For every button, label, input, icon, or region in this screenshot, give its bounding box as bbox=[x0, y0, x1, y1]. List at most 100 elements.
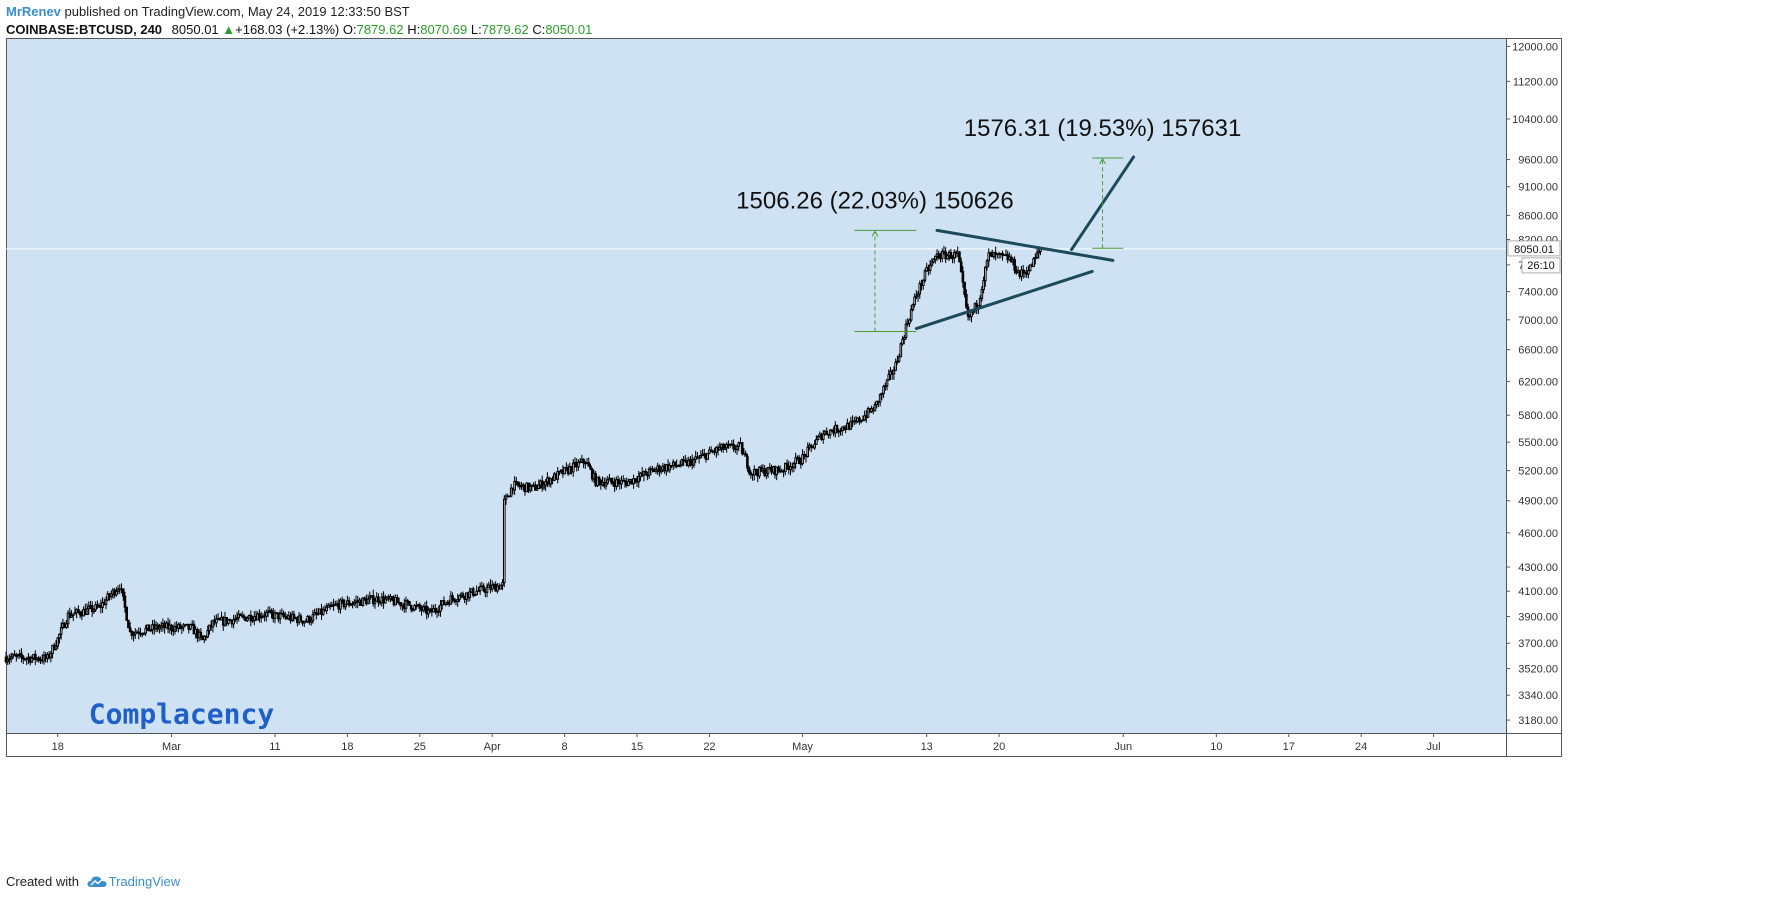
candle-body bbox=[985, 260, 989, 268]
candle-body bbox=[16, 654, 20, 657]
candle-body bbox=[611, 481, 615, 484]
candle-body bbox=[582, 458, 585, 464]
candle-body bbox=[206, 630, 210, 638]
y-tick-label: 5500.00 bbox=[1518, 437, 1558, 449]
candle-body bbox=[270, 609, 273, 614]
candle-body bbox=[744, 452, 747, 457]
candle-body bbox=[237, 613, 241, 619]
candle-body bbox=[299, 615, 303, 622]
candle-body bbox=[121, 588, 125, 597]
candle-body bbox=[509, 487, 513, 497]
time-axis bbox=[6, 733, 1506, 757]
candle-body bbox=[915, 295, 918, 298]
candle-body bbox=[775, 466, 778, 476]
candle-body bbox=[880, 392, 884, 396]
tradingview-link[interactable]: TradingView bbox=[108, 874, 181, 889]
x-tick-label: 20 bbox=[993, 741, 1005, 753]
candle-body bbox=[58, 633, 61, 639]
y-tick-label: 5200.00 bbox=[1518, 466, 1558, 478]
candle-body bbox=[897, 356, 901, 362]
candle-body bbox=[482, 585, 485, 592]
candle-body bbox=[178, 623, 182, 629]
candle-body bbox=[718, 446, 722, 451]
y-tick-label: 3180.00 bbox=[1518, 715, 1558, 727]
candle-body bbox=[30, 657, 34, 663]
candle-body bbox=[918, 283, 922, 295]
candle-body bbox=[259, 616, 263, 619]
candle-body bbox=[409, 604, 413, 610]
y-tick-label: 9100.00 bbox=[1518, 182, 1558, 194]
candle-body bbox=[940, 250, 944, 259]
candle-body bbox=[239, 613, 242, 616]
candle-body bbox=[563, 466, 566, 475]
candle-body bbox=[882, 386, 885, 394]
candle-body bbox=[921, 279, 925, 287]
candle-body bbox=[937, 253, 941, 259]
candle-body bbox=[723, 447, 727, 450]
candle-body bbox=[982, 280, 985, 291]
measure-label: 1576.31 (19.53%) 157631 bbox=[964, 115, 1242, 142]
candle-body bbox=[49, 653, 53, 659]
candle-body bbox=[875, 400, 878, 406]
candle-body bbox=[740, 442, 744, 455]
candle-body bbox=[687, 460, 691, 466]
high-value: 8070.69 bbox=[420, 22, 468, 37]
candle-body bbox=[866, 407, 870, 418]
candle-body bbox=[842, 426, 846, 430]
last-price-tag bbox=[1507, 240, 1561, 257]
candle-body bbox=[863, 415, 866, 421]
candle-body bbox=[490, 584, 494, 590]
candle-body bbox=[444, 602, 447, 606]
candle-body bbox=[913, 296, 916, 306]
candle-body bbox=[958, 251, 961, 263]
low-value: 7879.62 bbox=[481, 22, 529, 37]
candle-body bbox=[659, 469, 663, 473]
candle-body bbox=[266, 611, 270, 614]
candle-body bbox=[615, 479, 618, 488]
arrow-up-icon bbox=[1099, 158, 1106, 165]
candle-body bbox=[825, 430, 828, 435]
candle-body bbox=[461, 593, 465, 598]
candle-body bbox=[637, 476, 641, 483]
candle-body bbox=[902, 337, 906, 340]
candle-body bbox=[363, 597, 366, 600]
author-link[interactable]: MrRenev bbox=[6, 4, 61, 19]
candle-body bbox=[978, 297, 982, 307]
candle-body bbox=[737, 442, 741, 447]
candle-body bbox=[66, 612, 70, 625]
candle-body bbox=[144, 627, 147, 634]
candle-body bbox=[835, 425, 839, 433]
candle-body bbox=[246, 617, 249, 622]
candle-body bbox=[784, 462, 787, 472]
candle-body bbox=[815, 438, 818, 445]
candle-body bbox=[347, 600, 351, 606]
open-label: O: bbox=[342, 22, 357, 37]
candle-body bbox=[449, 595, 453, 605]
candle-body bbox=[556, 470, 560, 480]
candle-body bbox=[344, 603, 347, 608]
candle-body bbox=[984, 266, 987, 282]
symbol-label: COINBASE:BTCUSD, 240 bbox=[6, 22, 163, 37]
candle-body bbox=[170, 624, 173, 631]
candle-body bbox=[1034, 256, 1037, 260]
candle-body bbox=[540, 480, 544, 489]
x-tick-label: 22 bbox=[703, 741, 715, 753]
candle-body bbox=[887, 374, 891, 381]
candle-body bbox=[421, 606, 425, 611]
candle-body bbox=[1032, 258, 1035, 268]
created-with-text: Created with bbox=[6, 874, 79, 889]
candle-body bbox=[90, 605, 94, 613]
x-tick-label: 11 bbox=[269, 741, 280, 753]
candle-body bbox=[916, 293, 920, 297]
y-tick-label: 3900.00 bbox=[1518, 612, 1558, 624]
chart-border bbox=[6, 38, 1562, 757]
candle-body bbox=[73, 611, 77, 615]
candle-body bbox=[904, 323, 908, 339]
candle-body bbox=[413, 604, 416, 611]
candle-body bbox=[77, 608, 80, 613]
candle-body bbox=[830, 429, 834, 432]
candle-body bbox=[20, 653, 23, 658]
candle-body bbox=[377, 596, 380, 603]
candle-body bbox=[128, 627, 132, 632]
